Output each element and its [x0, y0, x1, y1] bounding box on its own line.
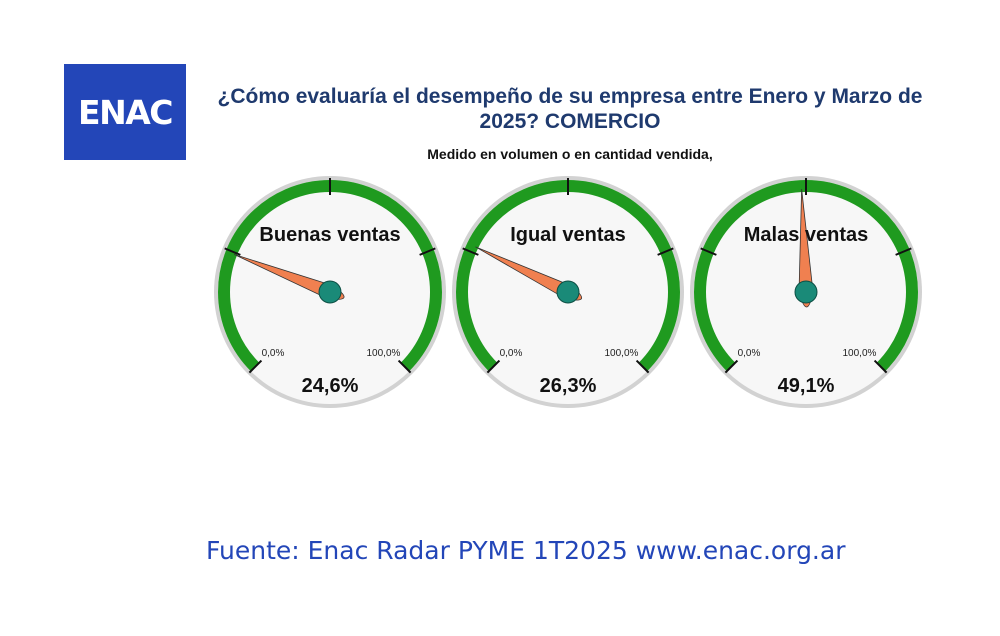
gauge-value-label: 24,6%	[302, 375, 359, 397]
gauge-max-label: 100,0%	[367, 348, 401, 359]
gauge-tick	[224, 247, 241, 256]
gauge-min-label: 0,0%	[500, 348, 523, 359]
chart-subtitle: Medido en volumen o en cantidad vendida,	[427, 146, 713, 162]
gauge-tick	[873, 359, 888, 374]
source-footer: Fuente: Enac Radar PYME 1T2025 www.enac.…	[206, 536, 846, 565]
gauge: 0,0% 100,0% Malas ventas 49,1%	[690, 176, 922, 408]
gauge-tick	[397, 359, 412, 374]
gauge-tick	[248, 359, 263, 374]
enac-logo: ENAC	[64, 64, 186, 160]
gauge: 0,0% 100,0% Igual ventas 26,3%	[452, 176, 684, 408]
gauge-tick	[462, 247, 479, 256]
gauge-hub	[794, 280, 818, 304]
gauge-min-label: 0,0%	[738, 348, 761, 359]
gauge-tick	[486, 359, 501, 374]
gauge-tick	[635, 359, 650, 374]
gauge-min-label: 0,0%	[262, 348, 285, 359]
gauge-max-label: 100,0%	[605, 348, 639, 359]
gauge-hub	[318, 280, 342, 304]
chart-title: ¿Cómo evaluaría el desempeño de su empre…	[217, 85, 923, 133]
gauge-hub	[556, 280, 580, 304]
gauge-tick	[700, 247, 717, 256]
gauge-tick	[657, 247, 674, 256]
gauge-label: Malas ventas	[744, 224, 869, 246]
gauge-max-label: 100,0%	[843, 348, 877, 359]
gauge-label: Igual ventas	[510, 224, 626, 246]
gauge-value-label: 26,3%	[540, 375, 597, 397]
gauge-tick	[895, 247, 912, 256]
gauge: 0,0% 100,0% Buenas ventas 24,6%	[214, 176, 446, 408]
gauge-value-label: 49,1%	[778, 375, 835, 397]
gauge-tick	[419, 247, 436, 256]
gauge-tick	[724, 359, 739, 374]
gauge-label: Buenas ventas	[259, 224, 400, 246]
logo-text: ENAC	[78, 92, 173, 132]
gauge-charts: 0,0% 100,0% Buenas ventas 24,6% 0,0% 100,0% Ig…	[214, 176, 922, 408]
